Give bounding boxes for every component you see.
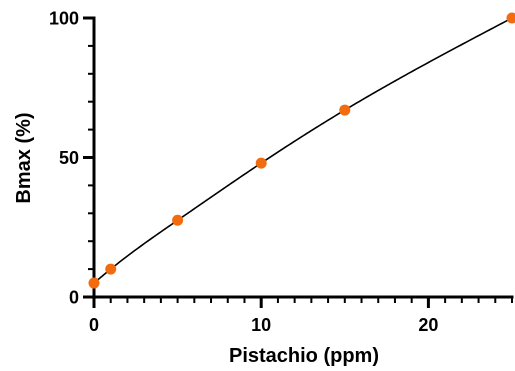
x-tick-labels: 0 10 20	[89, 315, 438, 335]
y-tick-label: 50	[59, 148, 79, 168]
data-points	[88, 12, 515, 289]
data-point	[105, 263, 117, 275]
y-tick-labels: 0 50 100	[49, 9, 79, 308]
x-axis-title: Pistachio (ppm)	[229, 345, 379, 367]
y-tick-label: 100	[49, 9, 79, 29]
x-tick-label: 10	[251, 315, 271, 335]
data-point	[172, 214, 184, 226]
x-tick-label: 0	[89, 315, 99, 335]
fit-curve	[93, 17, 513, 284]
data-point	[255, 157, 267, 169]
data-point	[506, 12, 515, 24]
y-axis-title: Bmax (%)	[13, 112, 35, 203]
minor-ticks	[88, 44, 513, 303]
x-tick-label: 20	[418, 315, 438, 335]
major-ticks	[83, 16, 430, 308]
data-point	[88, 277, 100, 289]
data-point	[339, 104, 351, 116]
y-tick-label: 0	[69, 288, 79, 308]
